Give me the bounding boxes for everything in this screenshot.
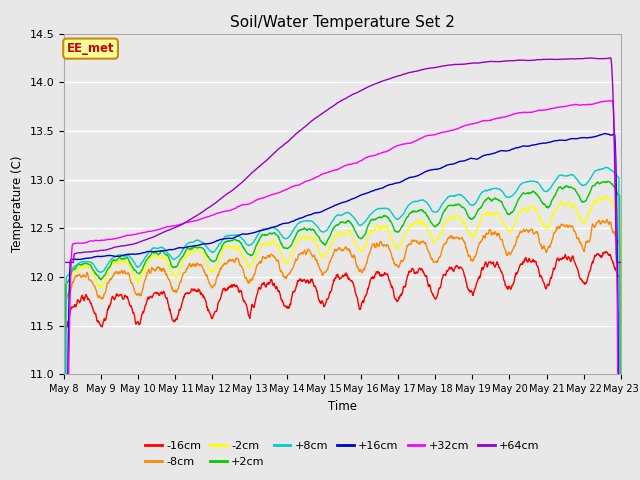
Y-axis label: Temperature (C): Temperature (C) <box>11 156 24 252</box>
-2cm <box>246 262 254 267</box>
+8cm <box>246 242 254 248</box>
+64cm <box>502 58 509 64</box>
-2cm <box>170 272 178 277</box>
+8cm <box>170 256 178 262</box>
-16cm <box>429 292 436 298</box>
+16cm <box>170 246 178 252</box>
+64cm <box>170 225 178 230</box>
+64cm <box>60 260 68 265</box>
+16cm <box>551 138 559 144</box>
+64cm <box>607 55 614 61</box>
Line: +32cm: +32cm <box>64 101 621 480</box>
+32cm <box>551 105 559 111</box>
-8cm <box>551 230 559 236</box>
+2cm <box>603 179 611 184</box>
+64cm <box>617 260 625 265</box>
+16cm <box>246 231 254 237</box>
+8cm <box>502 193 509 199</box>
-8cm <box>246 277 254 283</box>
-16cm <box>170 317 178 323</box>
+32cm <box>170 223 178 228</box>
-2cm <box>551 210 559 216</box>
Text: EE_met: EE_met <box>67 42 115 55</box>
Line: +2cm: +2cm <box>64 181 621 480</box>
Line: -16cm: -16cm <box>64 252 621 480</box>
+64cm <box>184 218 191 224</box>
+32cm <box>184 219 191 225</box>
+16cm <box>184 244 191 250</box>
+32cm <box>502 114 509 120</box>
+8cm <box>429 208 436 214</box>
+2cm <box>429 222 436 228</box>
-16cm <box>502 282 509 288</box>
-16cm <box>184 290 191 296</box>
+16cm <box>602 131 609 136</box>
Line: -8cm: -8cm <box>64 219 621 480</box>
+64cm <box>551 57 559 62</box>
+8cm <box>603 165 611 170</box>
-2cm <box>429 238 436 243</box>
+16cm <box>502 148 509 154</box>
-2cm <box>601 193 609 199</box>
-2cm <box>502 224 509 229</box>
-8cm <box>170 288 178 294</box>
-8cm <box>604 216 611 222</box>
Line: +16cm: +16cm <box>64 133 621 480</box>
X-axis label: Time: Time <box>328 400 357 413</box>
Line: -2cm: -2cm <box>64 196 621 480</box>
Legend: -16cm, -8cm, -2cm, +2cm, +8cm, +16cm, +32cm, +64cm: -16cm, -8cm, -2cm, +2cm, +8cm, +16cm, +3… <box>141 437 544 471</box>
+2cm <box>502 206 509 212</box>
+32cm <box>429 132 436 138</box>
+2cm <box>246 252 254 258</box>
+64cm <box>429 65 436 71</box>
+8cm <box>184 240 191 246</box>
-8cm <box>429 258 436 264</box>
-16cm <box>603 249 611 254</box>
-8cm <box>184 264 191 270</box>
+16cm <box>429 167 436 172</box>
+32cm <box>246 201 254 206</box>
-8cm <box>502 248 509 253</box>
+2cm <box>170 264 178 270</box>
Line: +8cm: +8cm <box>64 168 621 480</box>
+2cm <box>551 193 559 199</box>
+2cm <box>184 245 191 251</box>
-16cm <box>246 312 254 318</box>
+64cm <box>246 172 254 178</box>
+8cm <box>551 179 559 184</box>
+32cm <box>607 98 614 104</box>
-16cm <box>551 266 559 272</box>
-2cm <box>184 250 191 255</box>
Line: +64cm: +64cm <box>64 58 621 263</box>
Title: Soil/Water Temperature Set 2: Soil/Water Temperature Set 2 <box>230 15 455 30</box>
